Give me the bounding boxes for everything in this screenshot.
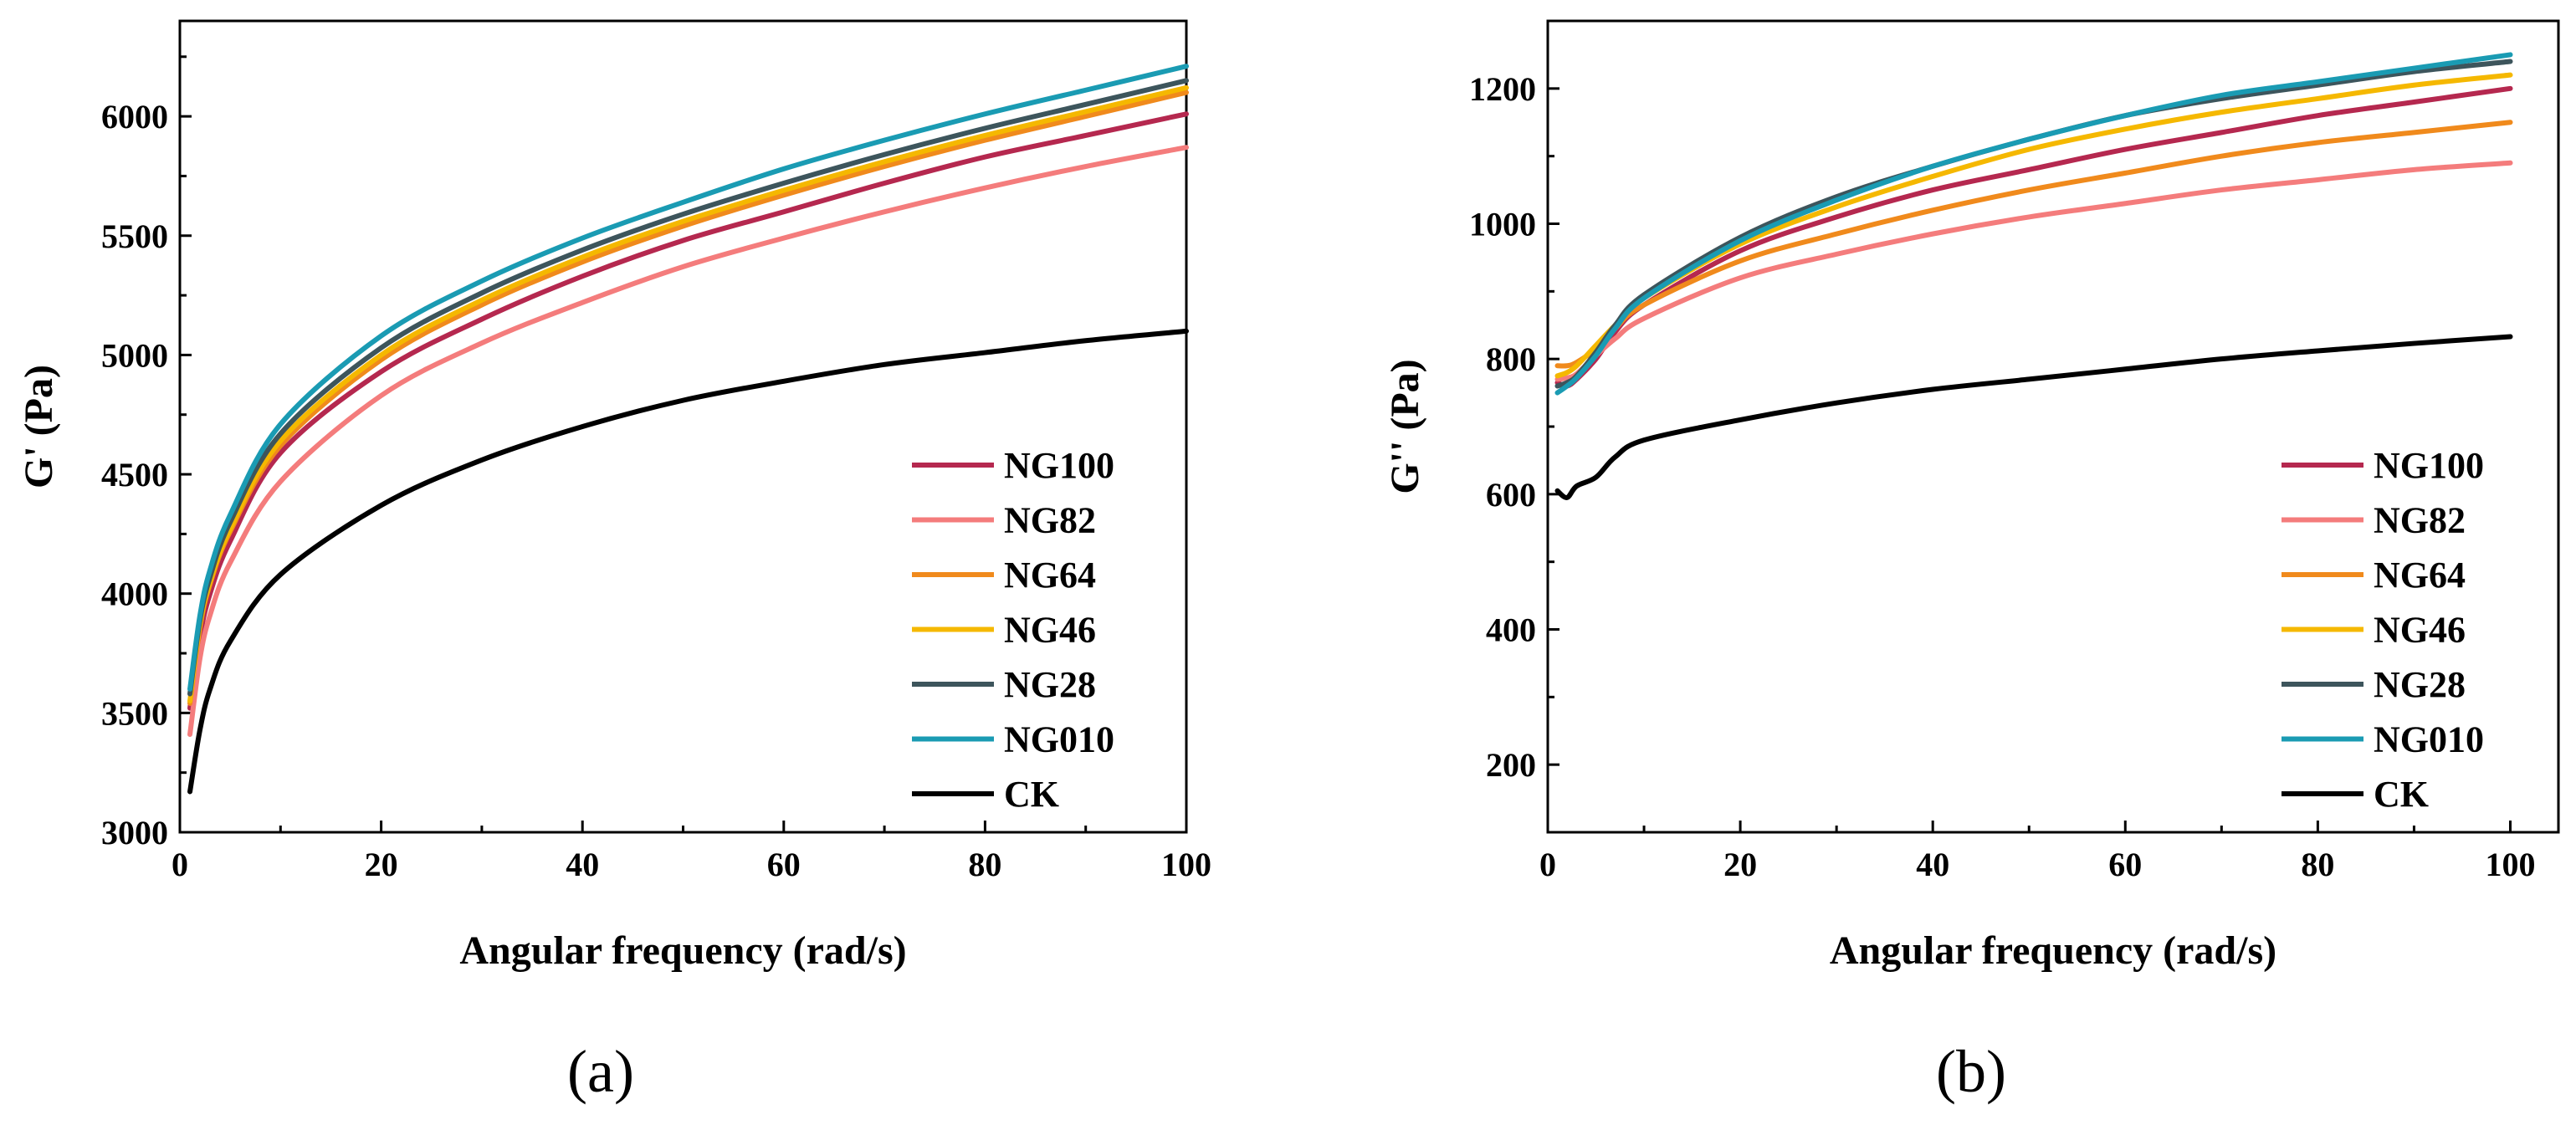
y-tick-label: 800: [1486, 340, 1536, 378]
legend-label-ng82: NG82: [1004, 500, 1096, 541]
legend-label-ng100: NG100: [2374, 445, 2484, 486]
x-tick-label: 20: [1723, 846, 1757, 883]
legend-label-ck: CK: [1004, 774, 1059, 815]
y-tick-label: 200: [1486, 746, 1536, 784]
chart-panel-b: 0 20 40 60 80 100 200 400 600 800 1000 1200 Angular …: [1383, 19, 2560, 1105]
x-tick-label: 0: [172, 846, 188, 883]
panel-label: (b): [1936, 1038, 2006, 1105]
series-line-ck: [1554, 334, 2513, 500]
legend: NG100 NG82 NG64 NG46 NG28 NG010 CK: [2282, 445, 2484, 815]
x-axis-title: Angular frequency (rad/s): [459, 928, 906, 973]
y-tick-label: 4000: [101, 575, 168, 613]
legend-label-ng28: NG28: [1004, 664, 1096, 705]
y-tick-label: 3000: [101, 814, 168, 851]
x-tick-label: 100: [1161, 846, 1211, 883]
series-line-ng100: [1554, 85, 2513, 389]
y-axis-title: G' (Pa): [17, 365, 61, 488]
plot-frame: [178, 19, 1188, 834]
x-tick-label: 100: [2485, 846, 2535, 883]
x-tick-label: 80: [968, 846, 1001, 883]
y-tick-label: 400: [1486, 611, 1536, 649]
x-axis-title: Angular frequency (rad/s): [1830, 928, 2276, 973]
series-line-ng010: [1554, 52, 2513, 396]
series-line-ng82: [187, 145, 1189, 738]
x-tick-label: 60: [767, 846, 801, 883]
series-line-ck: [187, 328, 1189, 795]
legend-label-ng46: NG46: [1004, 610, 1096, 651]
series-line-ng010: [187, 64, 1189, 692]
legend: NG100 NG82 NG64 NG46 NG28 NG010 CK: [912, 445, 1114, 815]
series-line-ng46: [1554, 72, 2513, 379]
x-tick-label: 40: [1916, 846, 1949, 883]
legend-label-ng010: NG010: [1004, 719, 1114, 760]
y-tick-label: 5000: [101, 336, 168, 374]
legend-label-ng28: NG28: [2374, 664, 2466, 705]
y-axis-title: G'' (Pa): [1383, 359, 1427, 493]
legend-label-ng64: NG64: [1004, 555, 1096, 596]
legend-label-ng100: NG100: [1004, 445, 1114, 486]
y-tick-label: 5500: [101, 217, 168, 255]
y-tick-label: 6000: [101, 98, 168, 136]
y-tick-label: 1000: [1469, 206, 1536, 243]
y-tick-label: 1200: [1469, 70, 1536, 108]
x-tick-label: 80: [2301, 846, 2334, 883]
x-tick-label: 20: [365, 846, 398, 883]
x-tick-label: 60: [2108, 846, 2142, 883]
legend-label-ng010: NG010: [2374, 719, 2484, 760]
y-tick-label: 600: [1486, 476, 1536, 514]
chart-panel-a: 0 20 40 60 80 100 3000 3500 4000 4500 5000 5500 6000…: [17, 19, 1211, 1105]
panel-label: (a): [567, 1038, 634, 1105]
legend-label-ng46: NG46: [2374, 610, 2466, 651]
y-tick-label: 4500: [101, 456, 168, 493]
legend-label-ck: CK: [2374, 774, 2429, 815]
series-line-ng64: [1554, 120, 2513, 369]
series-line-ng100: [187, 111, 1189, 711]
y-tick-label: 3500: [101, 694, 168, 732]
x-tick-label: 0: [1539, 846, 1556, 883]
legend-label-ng82: NG82: [2374, 500, 2466, 541]
x-tick-label: 40: [566, 846, 599, 883]
legend-label-ng64: NG64: [2374, 555, 2466, 596]
